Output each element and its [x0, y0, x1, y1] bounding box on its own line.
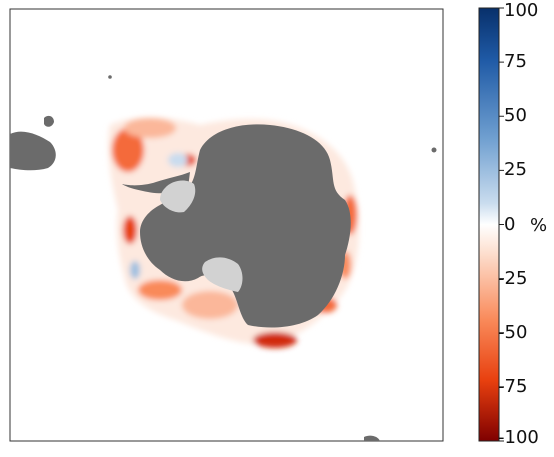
colorbar-tick-label: 100 — [504, 0, 539, 21]
island-patch — [108, 75, 112, 79]
colorbar-bar — [478, 7, 500, 442]
ross-ice-shelf — [202, 257, 243, 292]
colorbar-tick-label: 25 — [504, 159, 527, 181]
south-america-tip — [10, 131, 56, 171]
colorbar-tick-label: 75 — [504, 51, 527, 73]
antarctica-land — [140, 124, 351, 328]
island-patch — [364, 435, 380, 441]
colorbar-unit-label: % — [530, 215, 548, 236]
colorbar-tick-label: -50 — [498, 321, 528, 343]
colorbar-tick-label: -25 — [498, 267, 528, 289]
island-patch — [44, 115, 54, 127]
colorbar-tick-label: 50 — [504, 105, 527, 127]
colorbar-tick-label: -100 — [498, 427, 539, 448]
colorbar-tick-label: -75 — [498, 375, 528, 397]
colorbar-ticks — [499, 7, 504, 442]
weddell-ice-shelf — [160, 180, 196, 213]
island-patch — [431, 147, 437, 153]
colorbar-tick-label: 0 — [504, 213, 516, 235]
